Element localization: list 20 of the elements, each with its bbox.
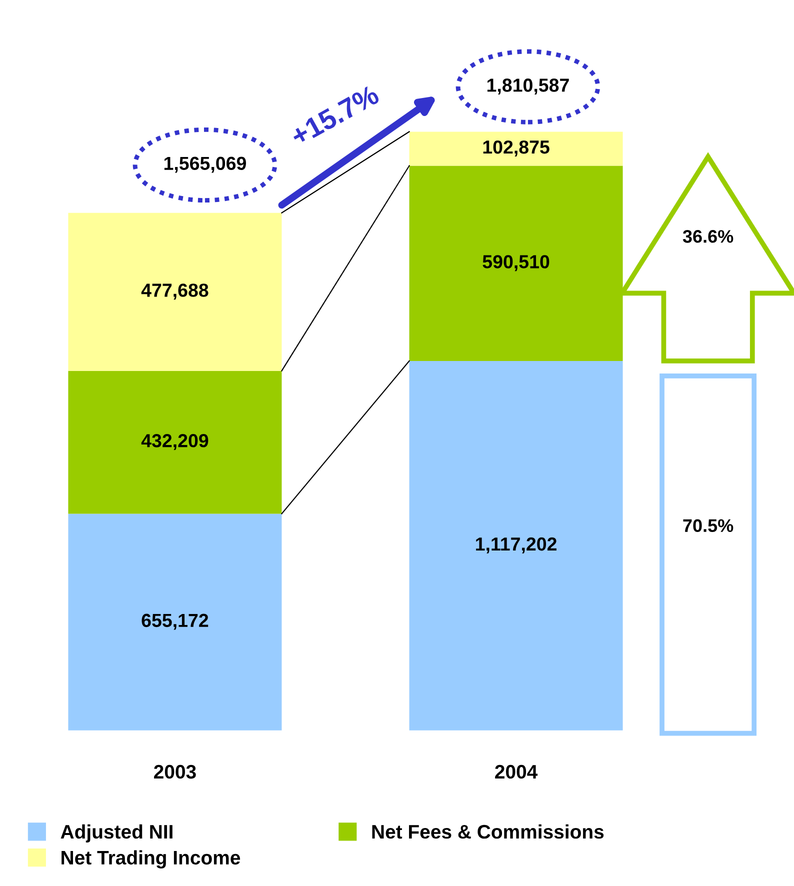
data-label: 102,875: [483, 140, 550, 156]
data-label: 477,688: [141, 284, 208, 300]
x-tick-label: 2004: [495, 764, 538, 779]
x-tick-label: 2003: [154, 764, 196, 779]
data-label: 432,209: [141, 434, 208, 450]
data-label: 590,510: [482, 255, 550, 272]
bar: [68, 370, 282, 514]
bar: [68, 212, 282, 371]
data-label: 1,117,202: [476, 537, 556, 554]
legend-label: Adjusted NII: [60, 824, 172, 843]
data-label: 655,172: [142, 614, 208, 630]
bar: [68, 514, 282, 730]
legend-label: Net Fees & Commissions: [372, 824, 604, 839]
annotation: 36.6%: [682, 230, 734, 243]
total-label: 1,810,587: [487, 78, 569, 95]
legend-label: Net Trading Income: [62, 850, 240, 868]
bar: [409, 360, 623, 730]
total-label: 1,565,069: [164, 156, 246, 173]
annotation: 70.5%: [683, 519, 734, 532]
bar: [409, 132, 623, 166]
